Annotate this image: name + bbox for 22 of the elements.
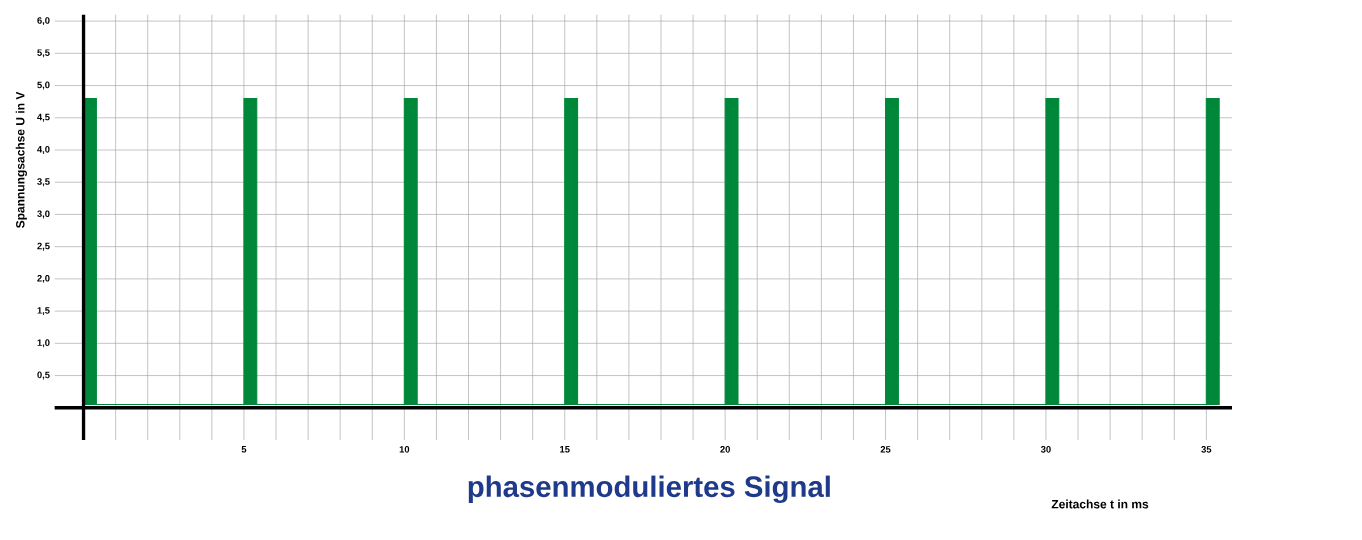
- x-tick-label: 20: [720, 446, 730, 453]
- x-tick-label: 10: [399, 446, 410, 453]
- x-tick-label: 30: [1040, 446, 1051, 453]
- y-tick-label: 3,0: [37, 210, 50, 219]
- y-tick-label: 2,0: [37, 274, 50, 283]
- y-tick-label: 3,5: [37, 178, 50, 187]
- y-axis-title: Spannungsachse U in V: [15, 91, 27, 228]
- x-tick-label: 35: [1201, 446, 1212, 453]
- text: phasenmoduliertes Signal: [468, 475, 830, 504]
- x-tick-label: 15: [560, 446, 570, 453]
- x-tick-label: 25: [880, 446, 891, 453]
- y-tick-label: 6,0: [37, 17, 50, 26]
- y-tick-label: 0,5: [37, 371, 50, 380]
- x-axis-title: Zeitachse t in ms: [1051, 499, 1149, 509]
- y-tick-label: 1,5: [37, 307, 50, 316]
- y-tick-label: 4,0: [37, 146, 50, 154]
- y-tick-label: 5,0: [37, 81, 50, 90]
- y-tick-label: 4,5: [37, 113, 50, 122]
- y-tick-label: 1,0: [37, 339, 50, 348]
- x-tick-label: 5: [241, 446, 247, 453]
- y-tick-label: 5,5: [37, 49, 50, 58]
- y-tick-label: 2,5: [37, 242, 50, 251]
